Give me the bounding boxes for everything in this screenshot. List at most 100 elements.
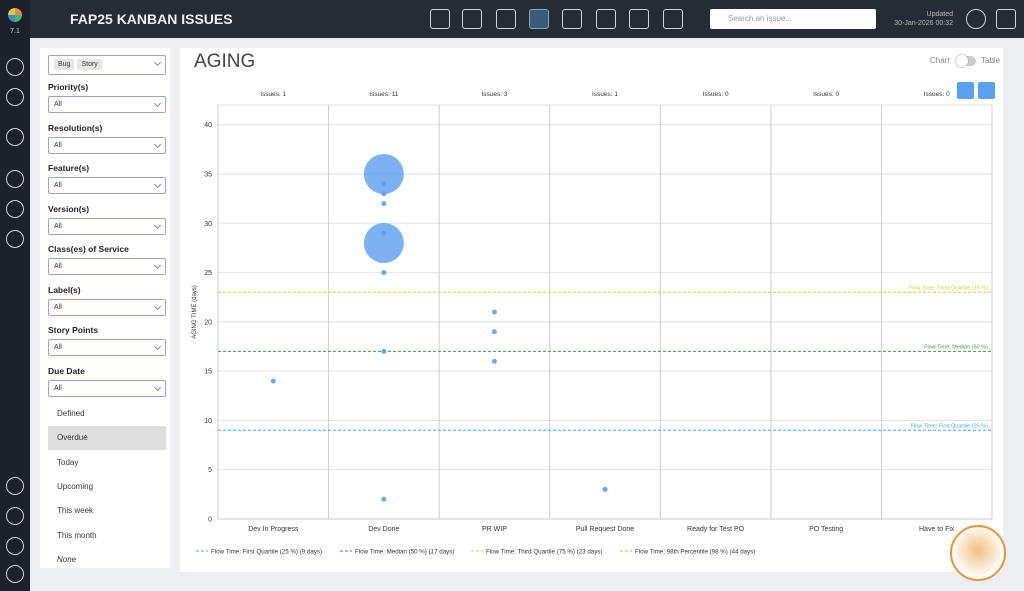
filter-label: Version(s) <box>48 203 90 214</box>
x-tick-label: Dev Done <box>368 526 399 533</box>
filter-label: Story Points <box>48 325 99 335</box>
version: 7.1 <box>10 28 20 35</box>
updated-label: Updated <box>926 11 953 18</box>
legend-label: Flow Time: Median (50 %) (17 days) <box>355 549 454 556</box>
filter-select[interactable]: All <box>48 217 166 235</box>
reference-label: Flow Time: 98th Percentile (98 %) <box>905 78 988 84</box>
type-select[interactable]: Bug Story <box>48 55 166 75</box>
filter-select[interactable]: All <box>48 258 166 275</box>
data-point <box>270 378 276 384</box>
x-tick-label: Pull Request Done <box>576 526 634 533</box>
reference-lines: Flow Time: First Quartile (25 %) Flow Tim… <box>218 78 992 431</box>
fullscreen-button[interactable] <box>978 82 995 99</box>
toolbar-button[interactable] <box>462 9 482 29</box>
filter-panel: Bug Story Priority(s) All Resolution(s) All Fe… <box>40 48 170 568</box>
nav-icon[interactable] <box>6 230 24 248</box>
x-tick-label: Dev In Progress <box>248 526 299 533</box>
app-title: FAP25 KANBAN ISSUES <box>70 11 233 27</box>
main-area: Bug Story Priority(s) All Resolution(s) All Fe… <box>30 38 1024 591</box>
toolbar-button[interactable] <box>562 9 582 29</box>
y-tick-label: 0 <box>208 517 212 524</box>
issue-count: Issues: 0 <box>924 91 950 98</box>
dropdown-option[interactable]: Upcoming <box>57 481 94 491</box>
type-chip[interactable]: Story <box>77 59 102 70</box>
y-tick-label: 35 <box>204 172 212 179</box>
reference-label: Flow Time: Third Quartile (75 %) <box>909 285 988 291</box>
toolbar-button[interactable] <box>629 9 649 29</box>
reference-label: Flow Time: First Quartile (25 %) <box>911 423 988 429</box>
filter-label: Label(s) <box>48 284 81 295</box>
data-point <box>491 309 497 315</box>
nav-icon[interactable] <box>6 128 24 146</box>
filter-select[interactable]: All <box>48 298 166 316</box>
refresh-button[interactable] <box>966 9 986 29</box>
nav-icon[interactable] <box>6 58 24 76</box>
dropdown-option[interactable]: Overdue <box>48 426 166 451</box>
dropdown-option[interactable]: This month <box>57 530 97 540</box>
search-box[interactable]: Search an issue... <box>710 9 876 29</box>
logout-button[interactable] <box>996 9 1016 29</box>
top-bar: FAP25 KANBAN ISSUES Search an issue... U… <box>30 0 1024 38</box>
data-point <box>602 486 608 492</box>
toolbar-button[interactable] <box>430 9 450 29</box>
issue-count: Issues: 11 <box>369 91 399 98</box>
y-tick-label: 15 <box>204 369 212 376</box>
settings-icon[interactable] <box>6 537 24 555</box>
issue-count: Issues: 1 <box>592 91 618 98</box>
toolbar-button[interactable] <box>529 9 549 29</box>
user-icon[interactable] <box>6 565 24 583</box>
nav-icon[interactable] <box>6 200 24 218</box>
type-chip[interactable]: Bug <box>54 59 75 70</box>
filter-select[interactable]: All <box>48 136 166 154</box>
filter-label: Feature(s) <box>48 163 90 173</box>
toolbar-button[interactable] <box>663 9 683 29</box>
view-title: AGING <box>194 51 256 72</box>
help-icon[interactable] <box>6 477 24 495</box>
nav-icon[interactable] <box>6 170 24 188</box>
data-point <box>381 191 387 197</box>
nav-icon[interactable] <box>6 507 24 525</box>
issue-count: Issues: 1 <box>260 91 286 98</box>
data-point <box>491 329 497 335</box>
aging-chart: 0 5 10 15 20 25 30 35 40 Dev In Progress Issues: 1… <box>192 78 993 556</box>
legend-label: Flow Time: Third Quartile (75 %) (23 day… <box>486 549 602 556</box>
toggle-table[interactable]: Table <box>981 56 1001 65</box>
nav-icon[interactable] <box>6 88 24 106</box>
data-point <box>381 270 387 276</box>
y-tick-label: 30 <box>204 221 212 228</box>
y-tick-label: 20 <box>204 319 212 326</box>
chart-panel: AGING Chart Table 0 5 10 15 20 25 30 35 40 Dev In… <box>180 48 1003 572</box>
filter-select[interactable]: All <box>48 339 166 356</box>
y-tick-label: 40 <box>204 122 212 129</box>
issue-count: Issues: 3 <box>481 91 507 98</box>
x-tick-label: Ready for Test PO <box>687 526 745 533</box>
issue-count: Issues: 0 <box>813 91 839 98</box>
issue-count: Issues: 0 <box>703 91 729 98</box>
options-button[interactable] <box>957 82 974 99</box>
y-tick-label: 10 <box>204 418 212 425</box>
filter-select[interactable]: All <box>48 379 166 397</box>
data-point <box>491 358 497 364</box>
dropdown-option[interactable]: Today <box>57 457 79 467</box>
dropdown-option[interactable]: This week <box>57 506 94 516</box>
y-tick-label: 25 <box>204 270 212 277</box>
y-tick-label: 5 <box>208 467 212 474</box>
dropdown-option[interactable]: None <box>57 554 77 564</box>
legend-label: Flow Time: First Quartile (25 %) (9 days… <box>211 549 322 556</box>
dropdown-option[interactable]: Defined <box>57 409 85 418</box>
data-point <box>381 201 387 207</box>
toolbar-button[interactable] <box>496 9 516 29</box>
data-point <box>363 154 404 194</box>
filter-select[interactable]: All <box>48 96 166 113</box>
x-tick-label: PO Testing <box>809 526 843 533</box>
logo <box>8 8 22 22</box>
toggle-switch[interactable] <box>956 55 976 67</box>
toolbar-button[interactable] <box>596 9 616 29</box>
data-point <box>363 223 404 263</box>
filter-select[interactable]: All <box>48 177 166 194</box>
x-tick-label: PR WIP <box>482 526 507 533</box>
filter-label: Class(es) of Service <box>48 244 129 254</box>
assistant-avatar[interactable] <box>950 525 1006 581</box>
toggle-chart[interactable]: Chart <box>930 56 950 65</box>
